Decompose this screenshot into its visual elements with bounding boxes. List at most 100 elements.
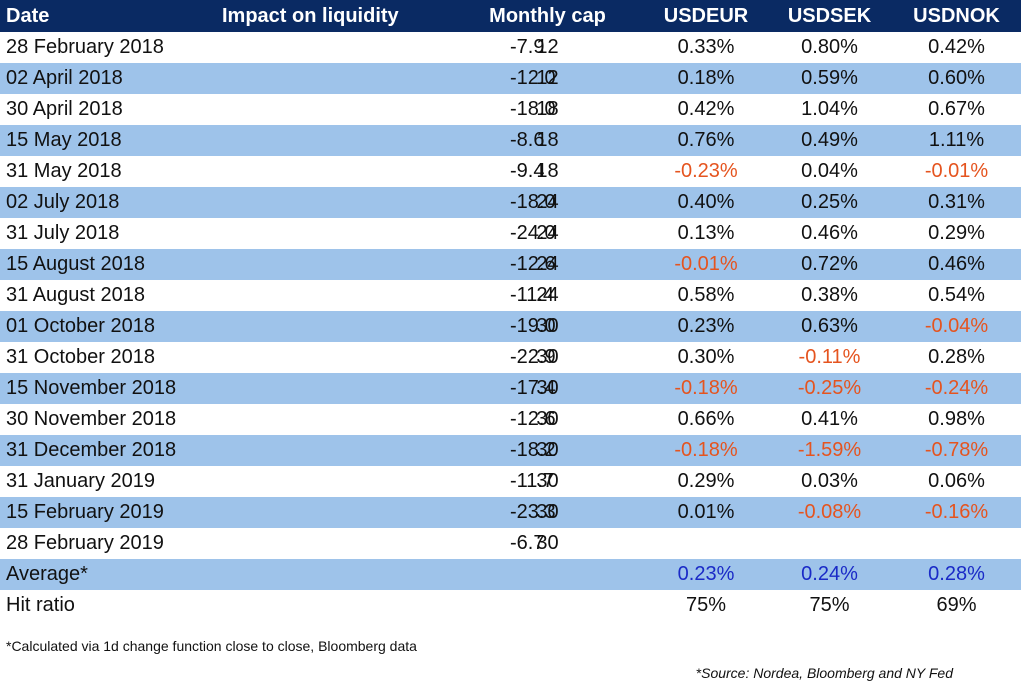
cell-usdnok: -0.04% xyxy=(892,311,1021,342)
average-usdeur: 0.23% xyxy=(645,559,767,590)
cell-usdsek: 0.38% xyxy=(801,284,858,306)
cell-usdsek xyxy=(767,528,892,559)
average-usdnok: 0.28% xyxy=(892,559,1021,590)
cell-usdsek: 0.59% xyxy=(767,63,892,94)
header-usdeur: USDEUR xyxy=(645,0,767,32)
cell-usdnok: 0.98% xyxy=(928,408,985,430)
table-row: 28 February 2019 -6.7 30 xyxy=(0,528,1021,559)
cell-usdnok: 0.06% xyxy=(928,470,985,492)
cell-usdsek: 0.80% xyxy=(801,36,858,58)
cell-cap: 18 xyxy=(536,160,559,182)
footnote: *Calculated via 1d change function close… xyxy=(6,638,417,654)
average-label: Average* xyxy=(0,559,210,590)
cell-usdsek: -0.08% xyxy=(767,497,892,528)
cell-date: 31 July 2018 xyxy=(6,222,120,244)
header-row: Date Impact on liquidity Monthly cap USD… xyxy=(0,0,1021,32)
cell-cap: 12 xyxy=(536,36,559,58)
cell-impact: -17.4 xyxy=(210,373,556,404)
cell-cap: 18 xyxy=(536,98,559,120)
cell-usdnok: -0.24% xyxy=(892,373,1021,404)
cell-usdeur: 0.30% xyxy=(677,346,735,368)
cell-usdeur: 0.42% xyxy=(677,98,735,120)
cell-usdeur: 0.58% xyxy=(677,284,735,306)
table-row: 02 July 2018 -18.0 24 0.40% 0.25% 0.31% xyxy=(0,187,1021,218)
cell-usdsek: 0.25% xyxy=(767,187,892,218)
cell-cap: 18 xyxy=(450,125,645,156)
table-row: 15 November 2018 -17.4 30 -0.18% -0.25% -0.24… xyxy=(0,373,1021,404)
cell-date: 31 May 2018 xyxy=(6,160,122,182)
cell-usdnok: 0.29% xyxy=(928,222,985,244)
cell-date: 02 July 2018 xyxy=(0,187,210,218)
cell-usdeur: 0.66% xyxy=(677,408,735,430)
liquidity-table: Date Impact on liquidity Monthly cap USD… xyxy=(0,0,1021,621)
header-date: Date xyxy=(0,0,210,32)
cell-date: 15 May 2018 xyxy=(0,125,210,156)
cell-date: 31 December 2018 xyxy=(0,435,210,466)
cell-usdeur: 0.40% xyxy=(645,187,767,218)
table-row: 31 August 2018 -11.4 24 0.58% 0.38% 0.54% xyxy=(0,280,1021,311)
cell-cap: 24 xyxy=(450,249,645,280)
average-usdsek: 0.24% xyxy=(767,559,892,590)
cell-usdeur: -0.18% xyxy=(645,435,767,466)
cell-impact: -11.4 xyxy=(510,284,555,306)
cell-usdnok: 0.46% xyxy=(892,249,1021,280)
cell-usdeur: 0.76% xyxy=(645,125,767,156)
cell-cap: 30 xyxy=(536,408,559,430)
cell-impact: -6.7 xyxy=(510,532,545,554)
cell-impact: -24.0 xyxy=(510,222,556,244)
cell-cap: 12 xyxy=(450,63,645,94)
cell-usdnok: -0.78% xyxy=(892,435,1021,466)
cell-cap: 30 xyxy=(536,532,559,554)
cell-usdeur: 0.13% xyxy=(677,222,735,244)
table-row: 30 November 2018 -12.6 30 0.66% 0.41% 0.98% xyxy=(0,404,1021,435)
cell-usdeur xyxy=(645,528,767,559)
cell-usdsek: 0.46% xyxy=(801,222,858,244)
cell-impact: -7.9 xyxy=(510,36,545,58)
cell-cap: 30 xyxy=(536,346,559,368)
header-usdnok: USDNOK xyxy=(892,0,1021,32)
cell-impact: -18.0 xyxy=(210,187,556,218)
cell-usdeur: 0.01% xyxy=(645,497,767,528)
cell-usdsek: -1.59% xyxy=(767,435,892,466)
cell-date: 15 February 2019 xyxy=(0,497,210,528)
cell-usdsek: 0.03% xyxy=(801,470,858,492)
cell-usdsek: 1.04% xyxy=(801,98,858,120)
cell-impact: -19.0 xyxy=(210,311,556,342)
cell-usdeur: 0.33% xyxy=(677,36,735,58)
cell-usdeur: -0.01% xyxy=(645,249,767,280)
source-note: *Source: Nordea, Bloomberg and NY Fed xyxy=(695,665,953,681)
header-impact: Impact on liquidity xyxy=(210,0,450,32)
cell-usdnok: 0.31% xyxy=(892,187,1021,218)
table-row: 31 January 2019 -11.7 30 0.29% 0.03% 0.06% xyxy=(0,466,1021,497)
cell-cap: 30 xyxy=(450,373,645,404)
cell-cap: 30 xyxy=(450,435,645,466)
cell-impact: -11.7 xyxy=(510,470,555,492)
hit-ratio-usdsek: 75% xyxy=(809,594,850,616)
cell-usdeur: 0.18% xyxy=(645,63,767,94)
table-row: 31 July 2018 -24.0 24 0.13% 0.46% 0.29% xyxy=(0,218,1021,249)
cell-usdnok xyxy=(892,528,1021,559)
cell-date: 01 October 2018 xyxy=(0,311,210,342)
cell-impact: -22.9 xyxy=(510,346,556,368)
table-row: 28 February 2018 -7.9 12 0.33% 0.80% 0.42% xyxy=(0,32,1021,63)
cell-impact: -9.4 xyxy=(510,160,545,182)
cell-usdsek: 0.41% xyxy=(801,408,858,430)
cell-usdnok: 1.11% xyxy=(892,125,1021,156)
table-row: 01 October 2018 -19.0 30 0.23% 0.63% -0.04% xyxy=(0,311,1021,342)
table-row: 15 February 2019 -23.3 30 0.01% -0.08% -0.16% xyxy=(0,497,1021,528)
cell-date: 30 April 2018 xyxy=(6,98,123,120)
table-row: 31 October 2018 -22.9 30 0.30% -0.11% 0.28% xyxy=(0,342,1021,373)
cell-usdeur: 0.29% xyxy=(677,470,735,492)
hit-ratio-label: Hit ratio xyxy=(6,594,75,616)
cell-usdnok: -0.01% xyxy=(924,160,989,182)
cell-usdsek: 0.72% xyxy=(767,249,892,280)
cell-cap: 30 xyxy=(536,470,559,492)
table-row: 31 December 2018 -18.2 30 -0.18% -1.59% -0.78… xyxy=(0,435,1021,466)
hit-ratio-row: Hit ratio 75% 75% 69% xyxy=(0,590,1021,621)
cell-usdeur: -0.18% xyxy=(645,373,767,404)
table-row: 31 May 2018 -9.4 18 -0.23% 0.04% -0.01% xyxy=(0,156,1021,187)
cell-usdnok: 0.67% xyxy=(928,98,985,120)
cell-impact: -12.6 xyxy=(510,408,556,430)
cell-date: 30 November 2018 xyxy=(6,408,177,430)
cell-date: 31 October 2018 xyxy=(6,346,155,368)
